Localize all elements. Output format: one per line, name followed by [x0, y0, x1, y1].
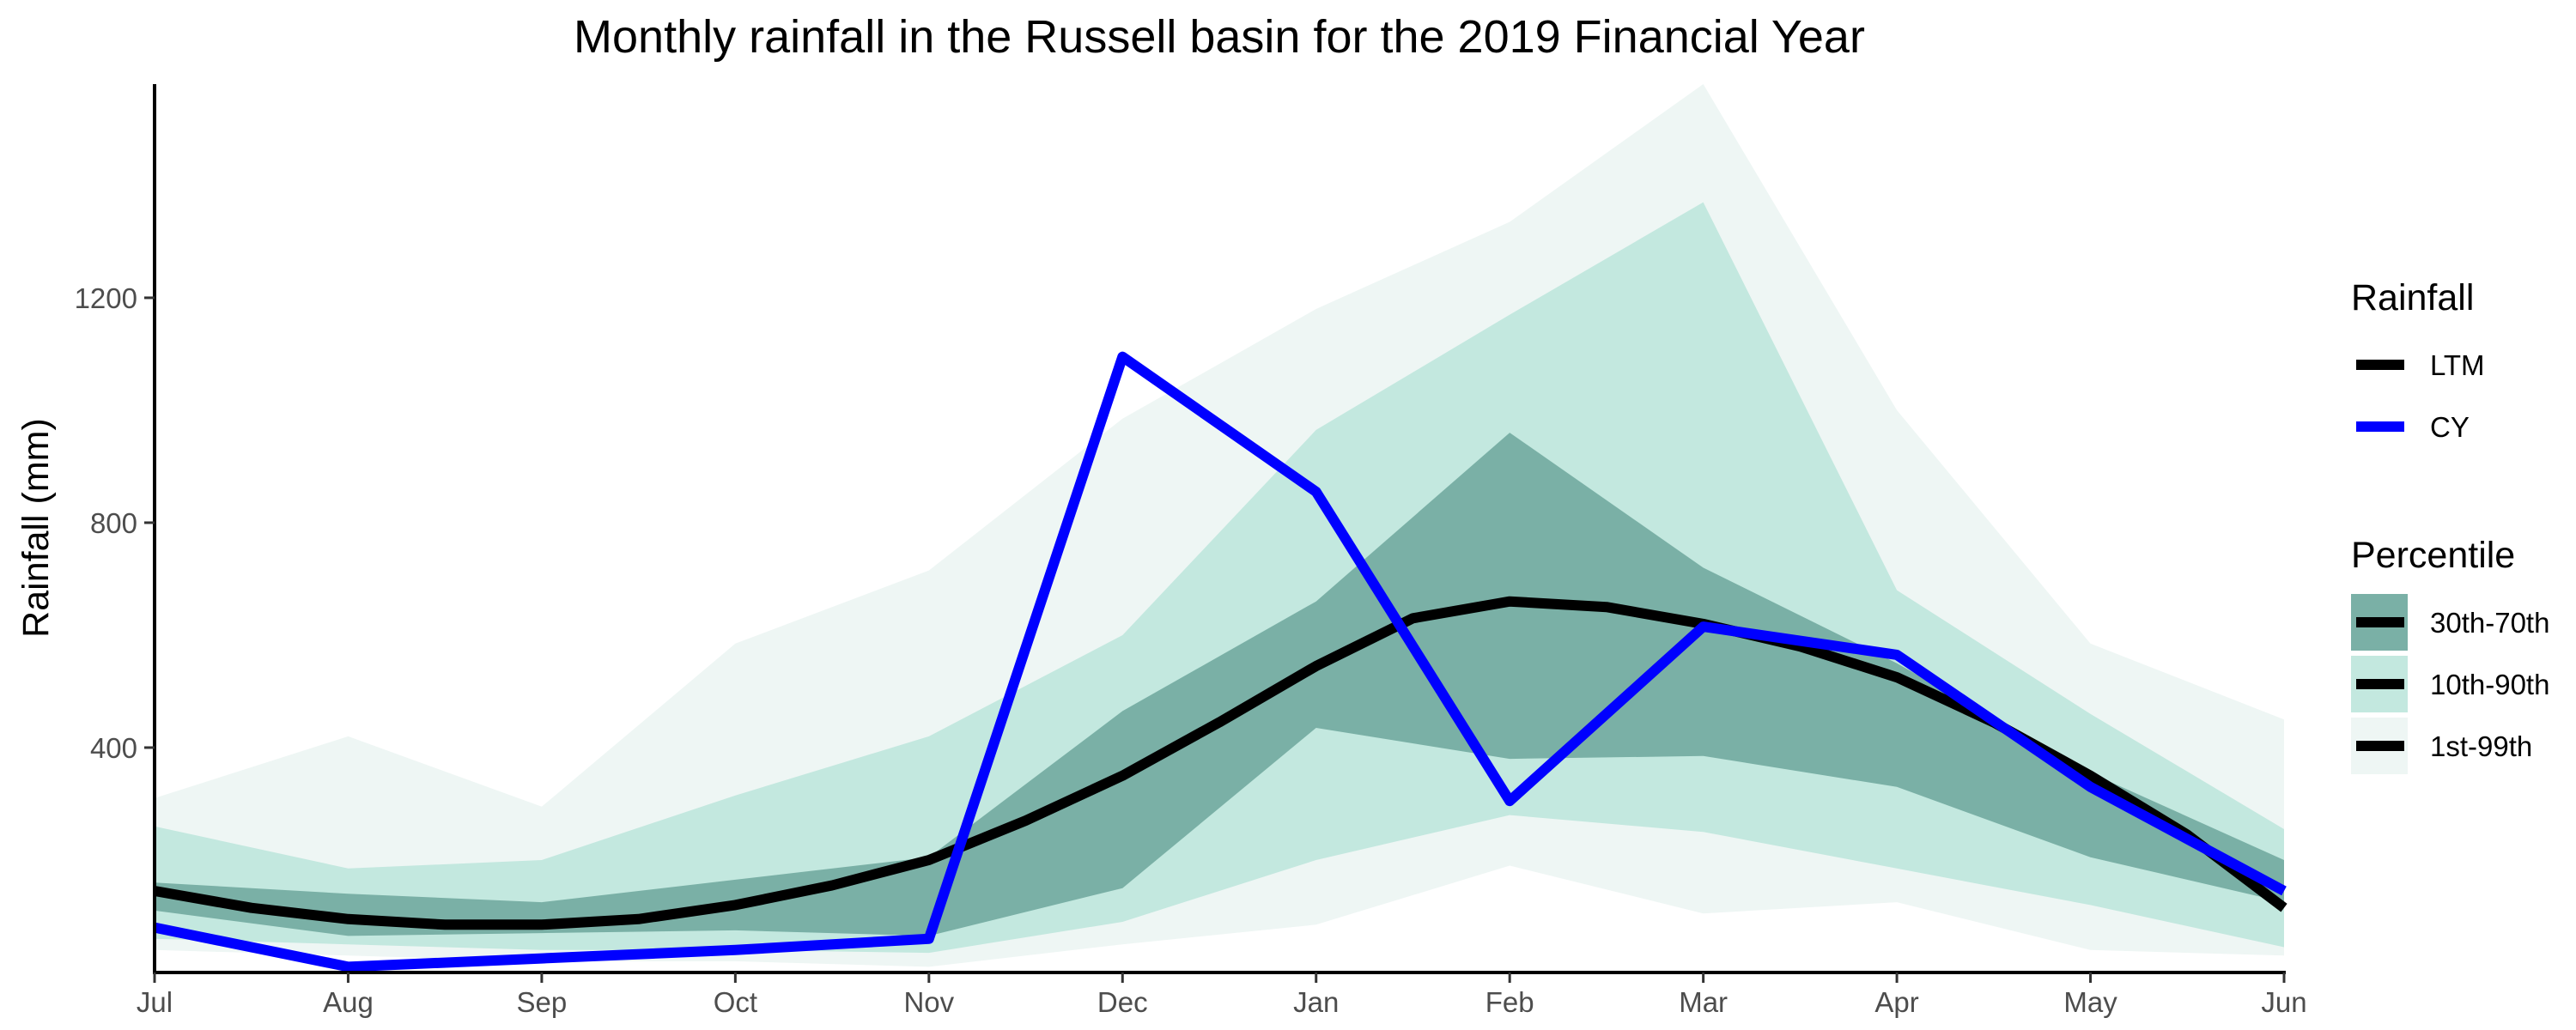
- series-lines: [153, 351, 2287, 972]
- chart-title: Monthly rainfall in the Russell basin fo…: [574, 11, 1865, 63]
- series-line-CY: [153, 351, 2287, 972]
- x-tick-label-Jun: Jun: [2261, 986, 2306, 1018]
- y-axis-title: Rainfall (mm): [15, 418, 57, 638]
- legend-label-10th-90th: 10th-90th: [2430, 669, 2549, 700]
- x-tick-label-Feb: Feb: [1485, 986, 1534, 1018]
- x-tick-label-Nov: Nov: [903, 986, 954, 1018]
- band-30th-70th: [155, 433, 2284, 936]
- percentile-bands: [155, 84, 2284, 967]
- series-line-LTM: [153, 596, 2287, 930]
- x-tick-label-May: May: [2063, 986, 2117, 1018]
- y-tick-label-400: 400: [90, 732, 137, 764]
- x-tick-label-Apr: Apr: [1874, 986, 1918, 1018]
- y-tick-label-1200: 1200: [75, 282, 137, 314]
- x-tick-label-Oct: Oct: [714, 986, 757, 1018]
- legend-title-rainfall: Rainfall: [2351, 277, 2474, 318]
- y-axis-ticks: 400 800 1200: [75, 282, 155, 764]
- x-tick-label-Sep: Sep: [517, 986, 568, 1018]
- axes: [153, 84, 2286, 974]
- y-tick-label-800: 800: [90, 507, 137, 539]
- x-tick-label-Aug: Aug: [323, 986, 374, 1018]
- x-tick-label-Jul: Jul: [137, 986, 173, 1018]
- legend-label-CY: CY: [2430, 411, 2470, 443]
- legend-title-percentile: Percentile: [2351, 535, 2515, 576]
- x-tick-label-Dec: Dec: [1097, 986, 1148, 1018]
- x-axis-ticks: Jul Aug Sep Oct Nov Dec Jan Feb Mar Apr May Jun: [137, 972, 2307, 1018]
- legend-label-30th-70th: 30th-70th: [2430, 607, 2549, 639]
- band-10th-90th: [155, 202, 2284, 954]
- legend-label-LTM: LTM: [2430, 349, 2485, 381]
- legend: Rainfall LTM CY Percentile 30th-70th 10th-90t…: [2351, 277, 2549, 774]
- x-tick-label-Jan: Jan: [1293, 986, 1339, 1018]
- x-tick-label-Mar: Mar: [1679, 986, 1728, 1018]
- legend-label-1st-99th: 1st-99th: [2430, 730, 2532, 762]
